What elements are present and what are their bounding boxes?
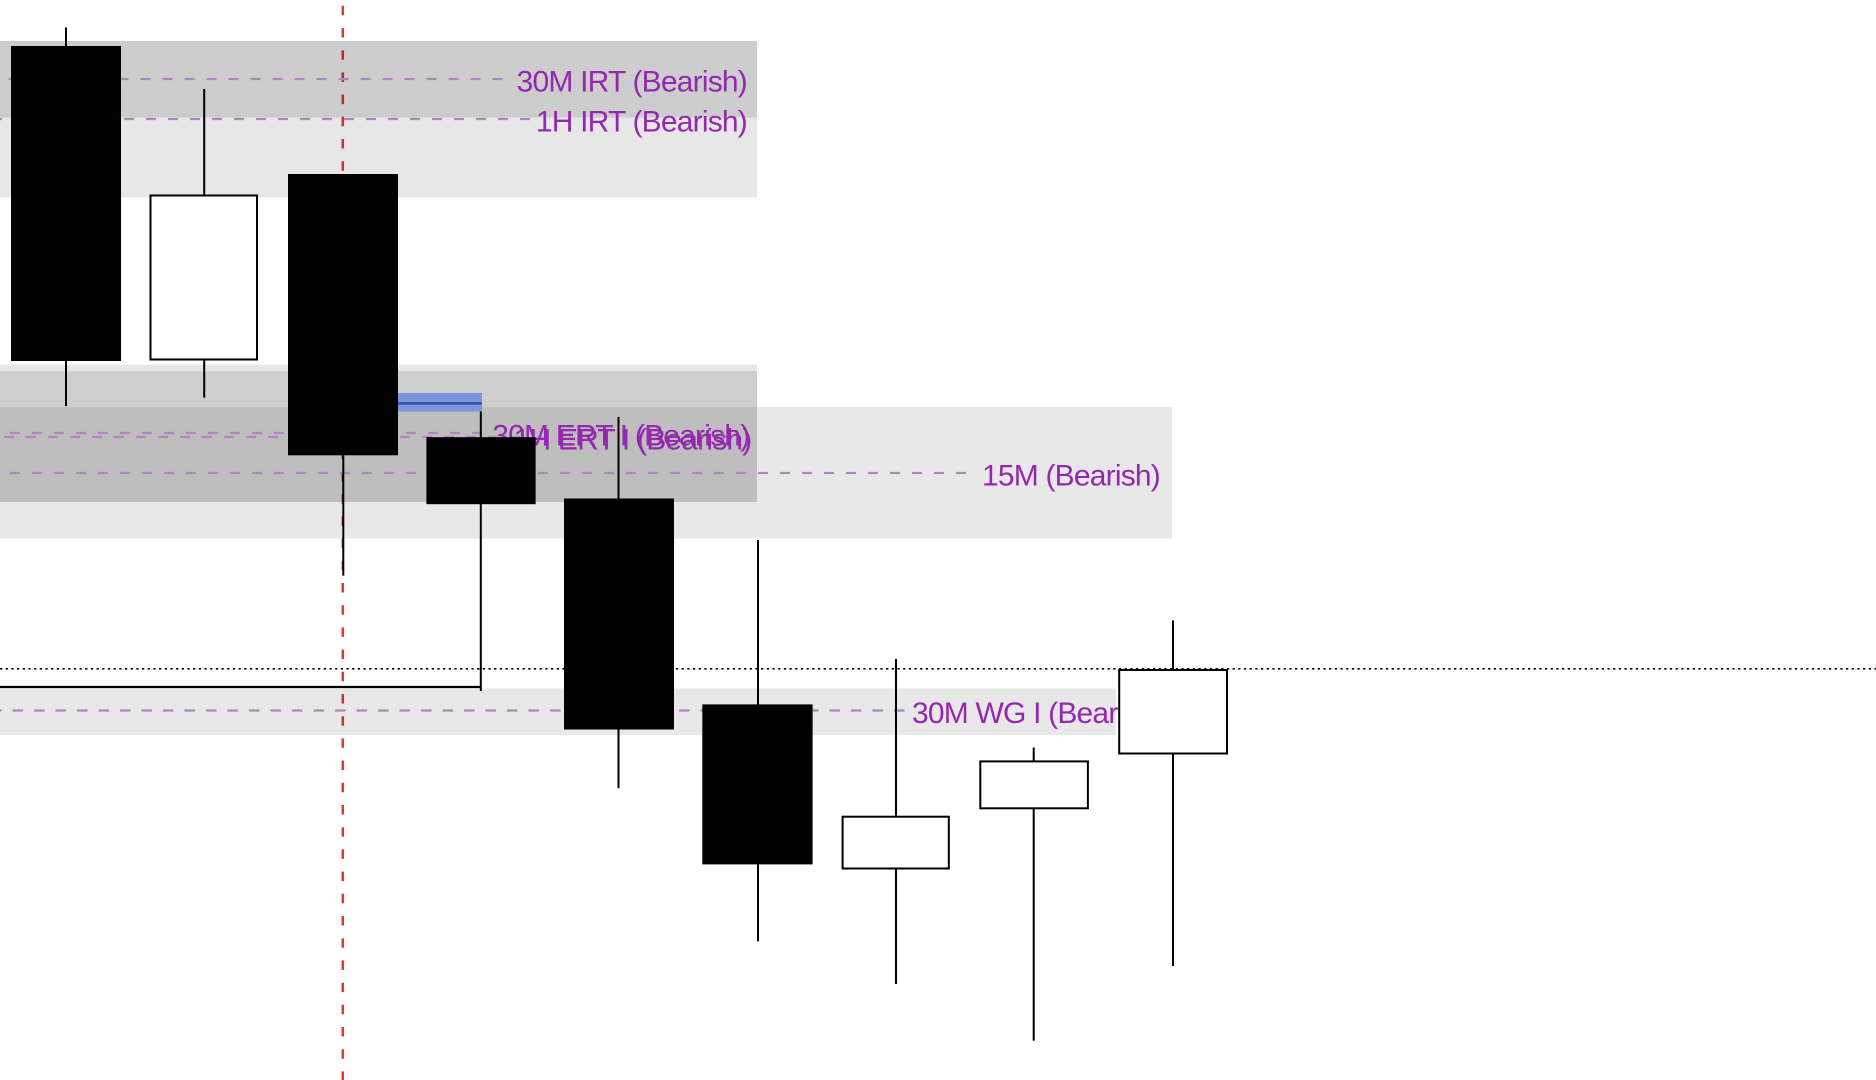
svg-text:30M IRT (Bearish): 30M IRT (Bearish) [517,65,747,98]
svg-text:15M (Bearish): 15M (Bearish) [982,459,1160,492]
svg-text:1H ERT I (Bearish): 1H ERT I (Bearish) [514,423,752,456]
svg-text:1H IRT (Bearish): 1H IRT (Bearish) [536,105,747,138]
